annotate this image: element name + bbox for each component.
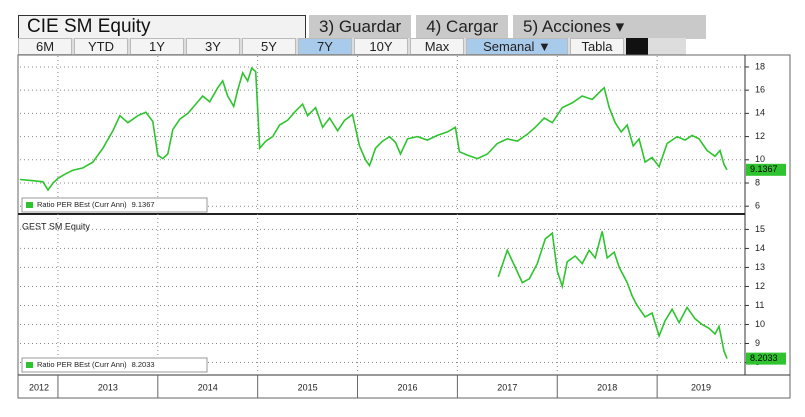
range-tab[interactable]: Semanal ▼ bbox=[466, 38, 568, 55]
x-tick-label: 2014 bbox=[198, 382, 218, 392]
y-tick-label: 12 bbox=[755, 131, 765, 141]
y-tick-label: 6 bbox=[755, 201, 760, 211]
legend-label: Ratio PER BEst (Curr Ann) bbox=[37, 360, 127, 369]
legend-swatch bbox=[26, 362, 33, 368]
y-tick-label: 10 bbox=[755, 154, 765, 164]
toolbar: CIE SM Equity 3) Guardar 4) Cargar 5) Ac… bbox=[18, 15, 708, 39]
button[interactable]: 5) Acciones ▾ bbox=[513, 15, 708, 39]
security-title: CIE SM Equity bbox=[18, 15, 306, 39]
y-tick-label: 15 bbox=[755, 224, 765, 234]
color-box bbox=[626, 38, 648, 55]
x-tick-label: 2017 bbox=[497, 382, 517, 392]
range-tab[interactable]: 10Y bbox=[354, 38, 408, 55]
x-tick-label: 2018 bbox=[597, 382, 617, 392]
y-tick-label: 8 bbox=[755, 177, 760, 187]
last-value-badge bbox=[746, 352, 786, 365]
legend-label: Ratio PER BEst (Curr Ann) bbox=[37, 200, 127, 209]
y-tick-label: 18 bbox=[755, 61, 765, 71]
y-tick-label: 16 bbox=[755, 85, 765, 95]
x-tick-label: 2016 bbox=[397, 382, 417, 392]
y-tick-label: 12 bbox=[755, 281, 765, 291]
y-tick-label: 9 bbox=[755, 338, 760, 348]
legend-value: 9.1367 bbox=[132, 200, 155, 209]
panel-title: GEST SM Equity bbox=[22, 221, 90, 231]
last-value-label: 9.1367 bbox=[750, 164, 778, 174]
range-tab[interactable]: Tabla bbox=[570, 38, 624, 55]
x-tick-label: 2015 bbox=[298, 382, 318, 392]
range-tab[interactable]: 5Y bbox=[242, 38, 296, 55]
button[interactable]: 3) Guardar bbox=[309, 15, 414, 39]
last-value-label: 8.2033 bbox=[750, 353, 778, 363]
x-tick-label: 2013 bbox=[98, 382, 118, 392]
legend-box bbox=[21, 357, 208, 373]
y-tick-label: 13 bbox=[755, 262, 765, 272]
x-tick-label: 2012 bbox=[29, 382, 49, 392]
x-tick-label: 2019 bbox=[691, 382, 711, 392]
button[interactable]: 4) Cargar bbox=[416, 15, 511, 39]
range-tabs: 6M YTD 1Y 3Y 5Y 7Y 10Y Max Semanal ▼ Tabla bbox=[18, 38, 686, 55]
range-tab[interactable]: YTD bbox=[74, 38, 128, 55]
range-tab[interactable]: 7Y bbox=[298, 38, 352, 55]
y-tick-label: 14 bbox=[755, 243, 765, 253]
last-value-badge bbox=[746, 163, 786, 176]
y-tick-label: 11 bbox=[755, 300, 764, 310]
range-tab[interactable]: 6M bbox=[18, 38, 72, 55]
y-tick-label: 14 bbox=[755, 108, 765, 118]
range-tab[interactable]: Max bbox=[410, 38, 464, 55]
legend-value: 8.2033 bbox=[132, 360, 155, 369]
legend-swatch bbox=[26, 202, 33, 208]
data-line bbox=[19, 66, 728, 192]
data-line bbox=[497, 231, 728, 359]
legend-box bbox=[21, 197, 208, 213]
y-tick-label: 10 bbox=[755, 319, 765, 329]
chart-frame bbox=[17, 54, 791, 399]
